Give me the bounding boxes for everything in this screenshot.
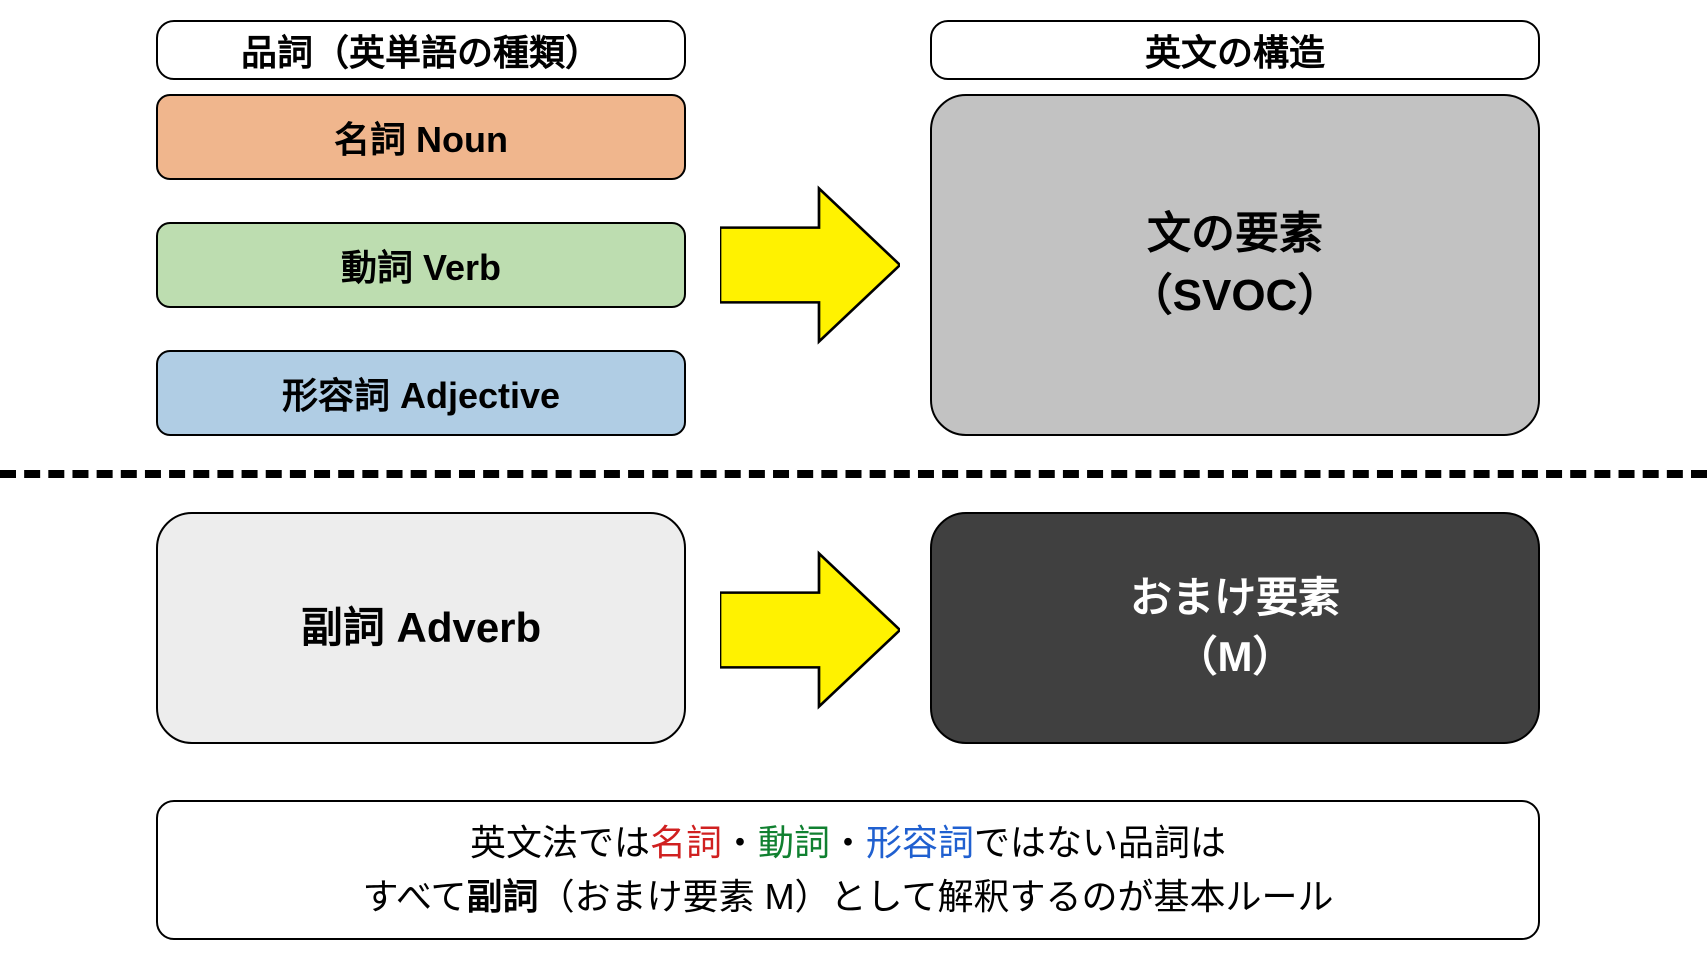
footer-line1: 英文法では名詞・動詞・形容詞ではない品詞は	[470, 822, 1226, 863]
m-line2: （M）	[1175, 633, 1294, 680]
footer-line2: すべて副詞（おまけ要素 M）として解釈するのが基本ルール	[363, 876, 1334, 917]
pos-box-verb: 動詞 Verb	[156, 222, 686, 308]
arrow-top-icon	[720, 180, 900, 350]
arrow-bottom-icon	[720, 545, 900, 715]
section-divider	[0, 470, 1707, 478]
header-left: 品詞（英単語の種類）	[156, 20, 686, 80]
pos-box-adjective: 形容詞 Adjective	[156, 350, 686, 436]
footer-explanation: 英文法では名詞・動詞・形容詞ではない品詞は すべて副詞（おまけ要素 M）として解…	[156, 800, 1540, 940]
svoc-line2: （SVOC）	[1129, 271, 1342, 320]
m-box: おまけ要素 （M）	[930, 512, 1540, 744]
svoc-box: 文の要素 （SVOC）	[930, 94, 1540, 436]
header-right: 英文の構造	[930, 20, 1540, 80]
svoc-line1: 文の要素	[1147, 209, 1323, 258]
adverb-box: 副詞 Adverb	[156, 512, 686, 744]
pos-box-noun: 名詞 Noun	[156, 94, 686, 180]
m-line1: おまけ要素	[1130, 574, 1340, 621]
